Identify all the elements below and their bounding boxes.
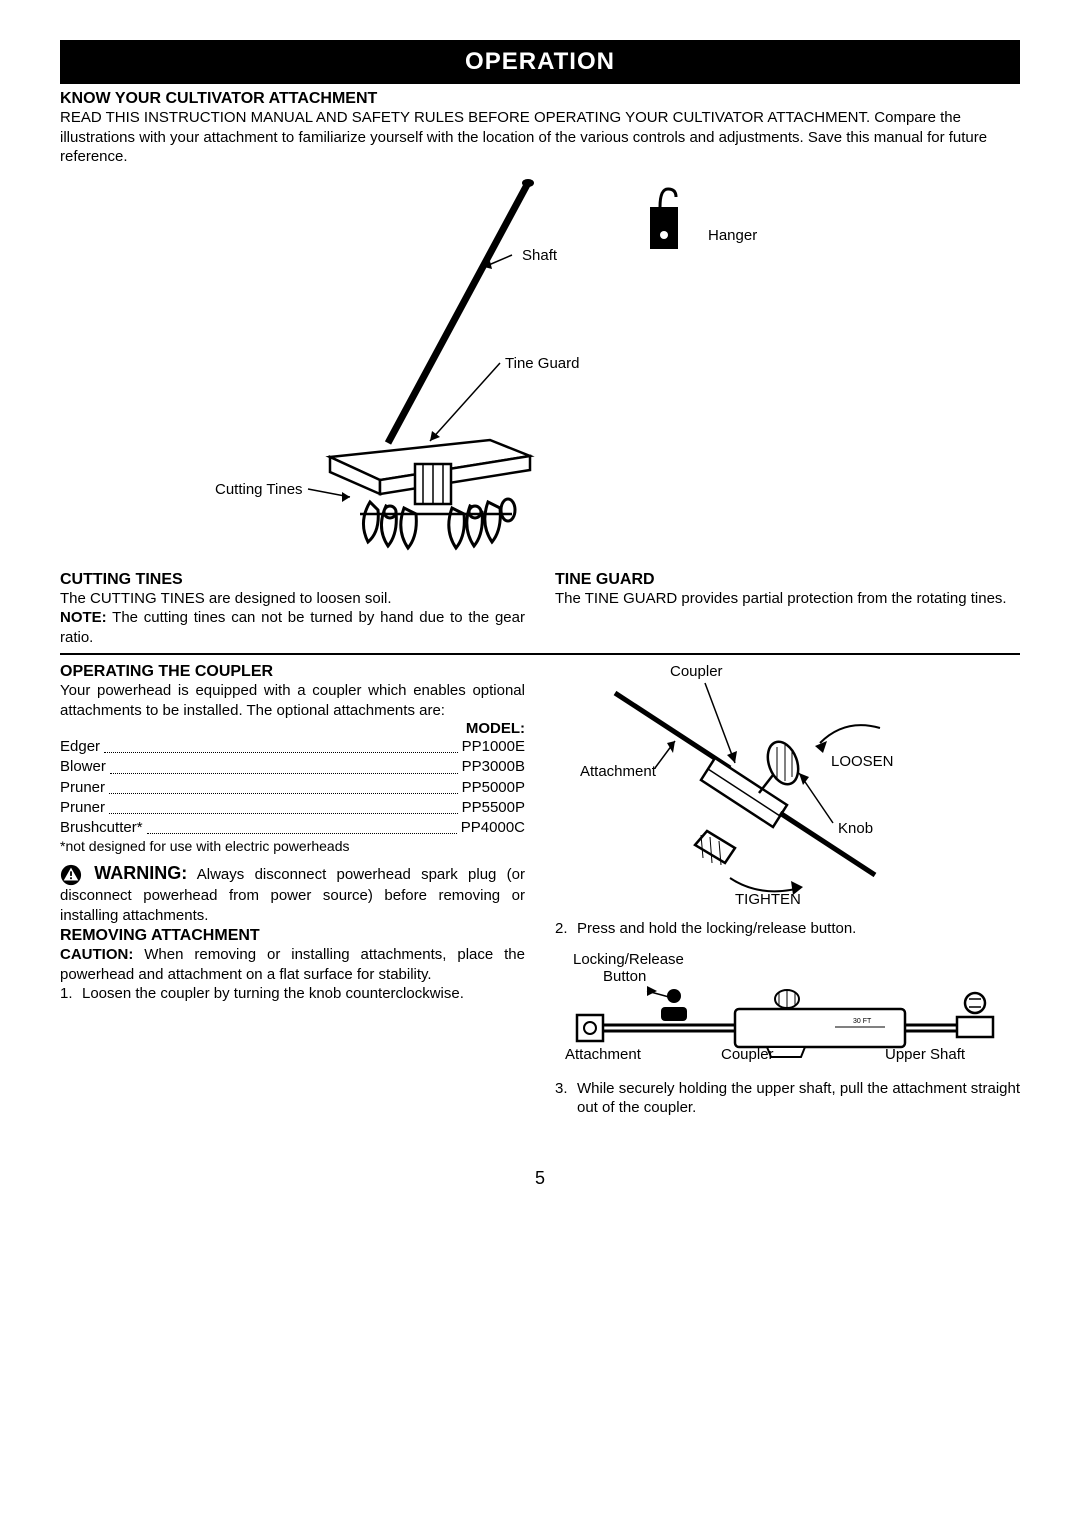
model-code: PP5500P [462,798,525,818]
model-list: Edger PP1000E Blower PP3000B Pruner PP50… [60,737,525,838]
page-number: 5 [60,1168,1020,1189]
step-number: 3. [555,1079,577,1118]
note-label: NOTE: [60,609,107,626]
model-row: Pruner PP5000P [60,778,525,798]
model-name: Pruner [60,798,105,818]
step-text: Loosen the coupler by turning the knob c… [82,984,525,1004]
coupler-label: Coupler [670,663,723,680]
button-label: Button [603,968,646,985]
warning-block: WARNING: Always disconnect powerhead spa… [60,862,525,925]
model-row: Pruner PP5500P [60,798,525,818]
coupler-diagram: Coupler Attachment LOOSEN Knob TIGHTEN [555,663,1020,913]
cutting-tines-label: Cutting Tines [215,481,303,498]
divider [60,653,1020,655]
tines-guard-row: CUTTING TINES The CUTTING TINES are desi… [60,571,1020,648]
know-your-text: READ THIS INSTRUCTION MANUAL AND SAFETY … [60,108,1020,167]
know-your-heading: KNOW YOUR CULTIVATOR ATTACHMENT [60,90,377,107]
model-name: Edger [60,737,100,757]
coupler-heading: OPERATING THE COUPLER [60,663,525,681]
step-3: 3. While securely holding the upper shaf… [555,1079,1020,1118]
model-code: PP1000E [462,737,525,757]
attachment-label: Attachment [580,763,656,780]
cutting-tines-note: NOTE: The cutting tines can not be turne… [60,608,525,647]
tine-guard-heading: TINE GUARD [555,571,1020,589]
warning-icon [60,864,82,886]
removing-heading: REMOVING ATTACHMENT [60,927,525,945]
svg-text:30 FT: 30 FT [853,1018,872,1025]
tine-guard-text: The TINE GUARD provides partial protecti… [555,589,1020,609]
shaft-label: Shaft [522,247,557,264]
coupler-label-2: Coupler [721,1046,774,1063]
model-code: PP3000B [462,757,525,777]
warning-label: WARNING: [94,863,187,883]
removing-caution: CAUTION: When removing or installing att… [60,945,525,984]
note-text: The cutting tines can not be turned by h… [60,609,525,646]
step-1: 1. Loosen the coupler by turning the kno… [60,984,525,1004]
knob-label: Knob [838,820,873,837]
model-header: MODEL: [60,720,525,737]
step-text: Press and hold the locking/release butto… [577,919,1020,939]
upper-shaft-label: Upper Shaft [885,1046,965,1063]
cultivator-diagram: Hanger Shaft Tine Guard Cutting Tines [60,177,1020,567]
hanger-label: Hanger [708,227,757,244]
tighten-label: TIGHTEN [735,891,801,908]
model-footnote: *not designed for use with electric powe… [60,838,525,854]
step-number: 1. [60,984,82,1004]
caution-label: CAUTION: [60,946,133,963]
locking-release-label: Locking/Release [573,951,684,968]
model-row: Brushcutter* PP4000C [60,818,525,838]
step-2: 2. Press and hold the locking/release bu… [555,919,1020,939]
model-name: Pruner [60,778,105,798]
model-name: Brushcutter* [60,818,143,838]
cutting-tines-text: The CUTTING TINES are designed to loosen… [60,589,525,609]
coupler-intro: Your powerhead is equipped with a couple… [60,681,525,720]
know-your-section: KNOW YOUR CULTIVATOR ATTACHMENT READ THI… [60,90,1020,167]
model-row: Edger PP1000E [60,737,525,757]
attachment-label-2: Attachment [565,1046,641,1063]
step-number: 2. [555,919,577,939]
model-row: Blower PP3000B [60,757,525,777]
operation-banner: OPERATION [60,40,1020,84]
step-text: While securely holding the upper shaft, … [577,1079,1020,1118]
loosen-label: LOOSEN [831,753,894,770]
tine-guard-label: Tine Guard [505,355,579,372]
button-diagram: 30 FT Locking/Release Button Attachment … [555,951,1020,1061]
model-code: PP5000P [462,778,525,798]
coupler-row: OPERATING THE COUPLER Your powerhead is … [60,663,1020,1118]
cutting-tines-heading: CUTTING TINES [60,571,525,589]
model-code: PP4000C [461,818,525,838]
model-name: Blower [60,757,106,777]
